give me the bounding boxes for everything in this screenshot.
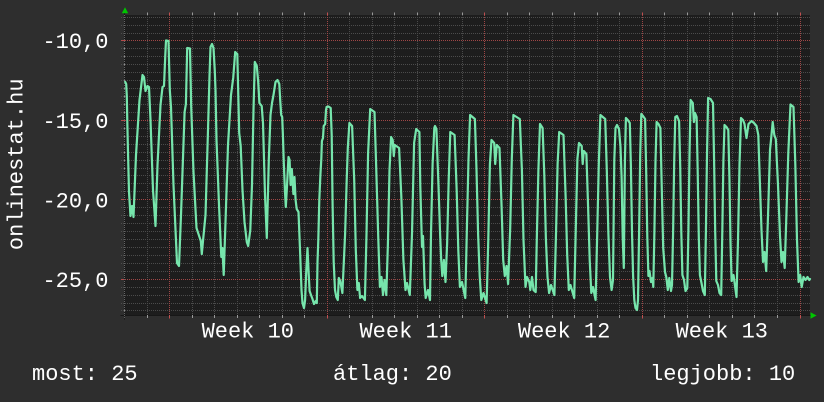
svg-text:-10,0: -10,0 (42, 30, 108, 55)
svg-text:legjobb: 10: legjobb: 10 (650, 362, 795, 387)
svg-text:Week 11: Week 11 (359, 320, 451, 345)
svg-text:Week 12: Week 12 (518, 320, 610, 345)
svg-text:-15,0: -15,0 (42, 110, 108, 135)
svg-text:onlinestat.hu: onlinestat.hu (5, 78, 30, 250)
svg-text:Week 13: Week 13 (676, 320, 768, 345)
svg-text:Week 10: Week 10 (202, 320, 294, 345)
svg-text:-25,0: -25,0 (42, 269, 108, 294)
svg-text:-20,0: -20,0 (42, 190, 108, 215)
svg-text:átlag: 20: átlag: 20 (333, 362, 452, 387)
svg-text:most: 25: most: 25 (32, 362, 138, 387)
